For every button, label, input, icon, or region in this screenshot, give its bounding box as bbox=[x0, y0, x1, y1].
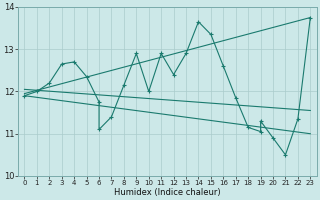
X-axis label: Humidex (Indice chaleur): Humidex (Indice chaleur) bbox=[114, 188, 221, 197]
